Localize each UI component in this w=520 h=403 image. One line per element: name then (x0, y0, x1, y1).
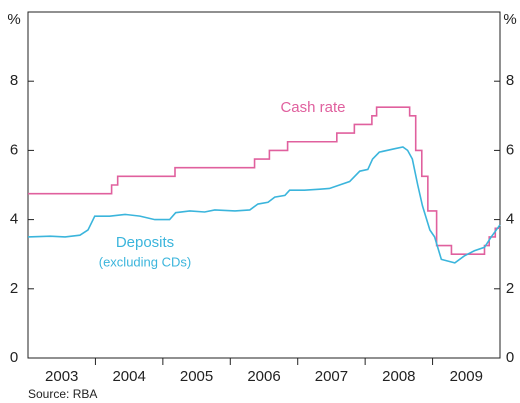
y2-tick-label: 4 (506, 211, 514, 228)
x-tick-label: 2005 (180, 368, 213, 385)
y-tick-label: 2 (10, 280, 18, 297)
x-tick-label: 2004 (112, 368, 145, 385)
x-tick-label: 2009 (450, 368, 483, 385)
y-axis-unit: % (7, 11, 20, 28)
x-tick-label: 2003 (45, 368, 78, 385)
plot-frame (27, 11, 501, 359)
legend-note: (excluding CDs) (99, 254, 191, 269)
y2-tick-label: 8 (506, 72, 514, 89)
y-tick-label: 6 (10, 141, 18, 158)
series-line (28, 106, 500, 255)
legend-label: Cash rate (280, 99, 345, 116)
y2-axis-unit: % (503, 11, 516, 28)
y-tick-label: 0 (10, 349, 18, 366)
x-tick-label: 2008 (382, 368, 415, 385)
x-tick-label: 2007 (315, 368, 348, 385)
source-note: Source: RBA (28, 387, 97, 401)
y-tick-label: 4 (10, 211, 18, 228)
y-tick-label: 8 (10, 72, 18, 89)
y2-tick-label: 2 (506, 280, 514, 297)
y2-tick-label: 0 (506, 349, 514, 366)
series-line (27, 146, 501, 264)
y2-tick-label: 6 (506, 141, 514, 158)
x-tick-label: 2006 (247, 368, 280, 385)
legend-label: Deposits (116, 234, 174, 251)
